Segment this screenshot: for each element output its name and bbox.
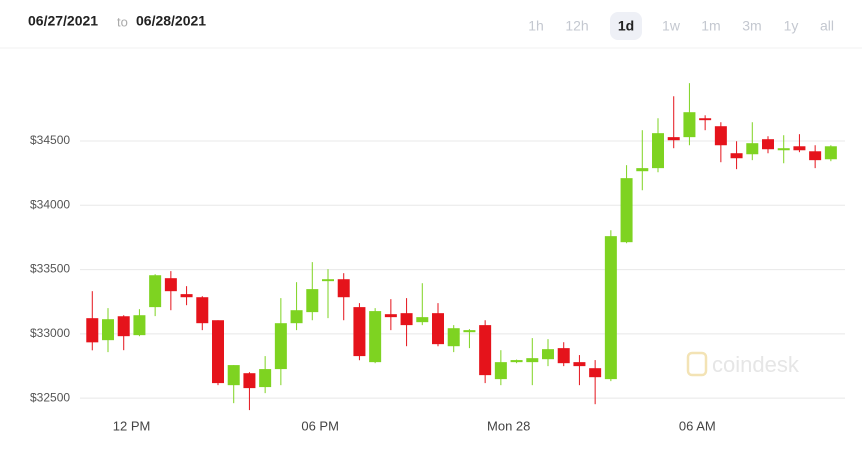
candle-body xyxy=(730,153,743,159)
candle-body xyxy=(227,365,240,386)
watermark-icon xyxy=(686,351,708,377)
x-tick-label: 12 PM xyxy=(113,418,151,433)
date-from: 06/27/2021 xyxy=(28,13,98,29)
candle-body xyxy=(652,133,664,169)
candle-body xyxy=(259,369,272,388)
candle-body xyxy=(306,289,319,313)
candle-body xyxy=(290,310,303,324)
candle-body xyxy=(86,318,99,343)
y-tick-label: $33500 xyxy=(30,262,70,276)
candle-body xyxy=(573,362,586,367)
y-tick-label: $32500 xyxy=(30,390,70,404)
candle-body xyxy=(384,314,397,318)
candle-body xyxy=(589,368,602,378)
candle-body xyxy=(557,348,570,364)
x-tick-label: 06 PM xyxy=(301,418,339,433)
candle-body xyxy=(353,307,366,357)
date-separator: to xyxy=(117,14,128,29)
watermark: coindesk xyxy=(686,351,800,377)
candle-body xyxy=(369,311,382,363)
candle-body xyxy=(322,279,334,282)
candle-body xyxy=(337,279,350,298)
range-button[interactable]: 1m xyxy=(701,18,720,34)
candle-body xyxy=(432,313,444,345)
candle-body xyxy=(699,118,712,121)
candle-body xyxy=(777,148,790,151)
candle-body xyxy=(243,373,256,389)
candle-body xyxy=(824,146,837,160)
candle-body xyxy=(133,315,146,336)
candle-body xyxy=(463,330,476,333)
candle-body xyxy=(149,275,162,308)
candle-body xyxy=(180,294,193,298)
y-tick-label: $34500 xyxy=(30,133,70,147)
candle-body xyxy=(494,362,507,380)
candle-body xyxy=(117,316,130,337)
candle-body xyxy=(620,178,633,243)
range-button-bg xyxy=(610,12,642,40)
range-button[interactable]: 1d xyxy=(618,18,634,34)
candle-body xyxy=(416,317,429,323)
candle-body xyxy=(164,278,177,292)
candle-body xyxy=(196,297,209,324)
candle-body xyxy=(809,151,822,161)
y-tick-label: $33000 xyxy=(30,326,70,340)
candle-body xyxy=(667,137,680,141)
candle-body xyxy=(542,349,554,360)
range-button[interactable]: 12h xyxy=(565,18,588,34)
candle-body xyxy=(746,143,759,155)
candle-body xyxy=(400,313,413,326)
range-button[interactable]: all xyxy=(820,18,834,34)
range-buttons: 1h 12h 1d 1w 1m 3m 1y all xyxy=(528,12,834,40)
candle-body xyxy=(510,360,523,363)
candle-body xyxy=(604,236,617,380)
candle-body xyxy=(762,139,774,150)
y-tick-label: $34000 xyxy=(30,197,70,211)
candle-body xyxy=(102,319,114,341)
candle-body xyxy=(526,358,539,363)
candle-body xyxy=(447,328,460,347)
watermark-text: coindesk xyxy=(712,352,800,377)
candle-body xyxy=(212,320,224,384)
candle-body xyxy=(793,146,806,151)
date-to: 06/28/2021 xyxy=(136,13,206,29)
range-button[interactable]: 1y xyxy=(784,18,799,34)
candle-body xyxy=(479,325,492,376)
x-tick-label: Mon 28 xyxy=(487,418,530,433)
candle-body xyxy=(274,323,287,370)
range-button[interactable]: 1w xyxy=(662,18,681,34)
range-button[interactable]: 1h xyxy=(528,18,544,34)
x-tick-label: 06 AM xyxy=(679,418,716,433)
candle-body xyxy=(714,126,727,146)
candle-body xyxy=(636,168,649,172)
candle-body xyxy=(683,112,696,138)
range-button[interactable]: 3m xyxy=(742,18,761,34)
